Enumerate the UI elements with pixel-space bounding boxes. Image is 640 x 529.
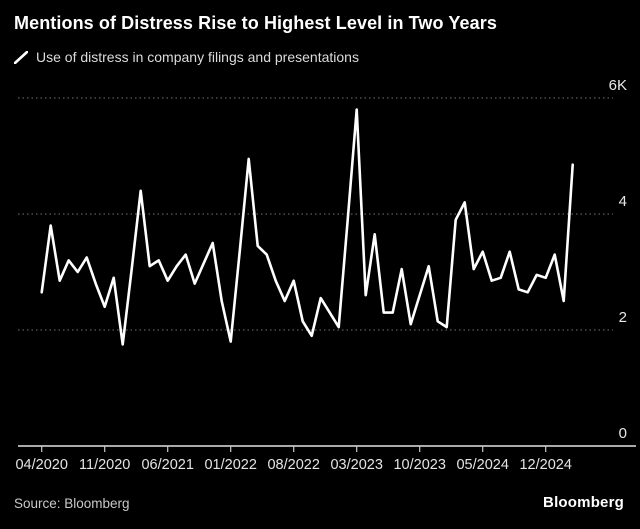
bloomberg-logo: Bloomberg xyxy=(543,494,624,511)
page-title: Mentions of Distress Rise to Highest Lev… xyxy=(14,13,497,33)
x-axis-label: 01/2022 xyxy=(204,457,256,473)
y-axis-label: 4 xyxy=(619,193,627,210)
y-axis-label: 6K xyxy=(609,77,627,94)
x-axis-label: 08/2022 xyxy=(267,457,319,473)
y-axis-label: 2 xyxy=(619,309,627,326)
source-note: Source: Bloomberg xyxy=(14,496,130,511)
x-axis-label: 06/2021 xyxy=(141,457,193,473)
x-axis-label: 04/2020 xyxy=(15,457,67,473)
x-axis-label: 05/2024 xyxy=(456,457,508,473)
x-axis-label: 10/2023 xyxy=(393,457,445,473)
y-axis-label: 0 xyxy=(619,425,627,442)
x-axis-label: 03/2023 xyxy=(330,457,382,473)
data-line xyxy=(40,108,575,346)
legend-label: Use of distress in company filings and p… xyxy=(36,49,359,65)
legend: Use of distress in company filings and p… xyxy=(13,49,359,65)
x-axis-label: 12/2024 xyxy=(519,457,571,473)
x-axis-label: 11/2020 xyxy=(79,457,130,473)
legend-line-icon xyxy=(13,50,29,64)
